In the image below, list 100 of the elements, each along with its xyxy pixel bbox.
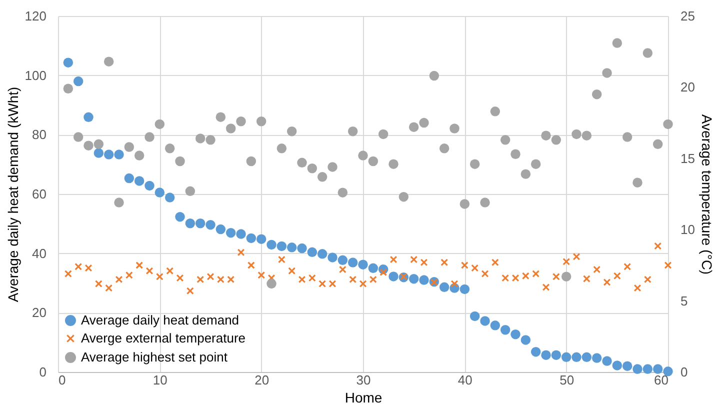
legend-label: Averge external temperature [81,330,246,346]
point [551,350,562,360]
point [612,360,622,370]
point [603,278,611,286]
point [582,352,592,362]
point [317,172,328,182]
x-tick-label: 40 [458,372,472,388]
y-tick-label: 120 [24,8,46,24]
point [94,139,104,150]
point [297,243,307,254]
legend-label: Average daily heat demand [81,312,240,328]
point [408,122,419,132]
point [541,350,551,360]
point [308,274,316,282]
point [286,126,297,136]
x-axis-title: Home [344,390,382,406]
point [196,276,204,284]
point [440,258,448,266]
point [73,76,84,86]
point [520,169,531,179]
point [663,366,673,376]
point [522,272,530,280]
point [654,242,662,250]
point [216,276,224,284]
point [593,266,601,274]
point [612,38,622,48]
point [348,126,358,136]
y-tick-label: 60 [32,186,46,202]
point [410,256,418,264]
point [572,129,582,140]
y2-tick-label: 15 [680,150,695,166]
point [561,272,572,282]
point [164,192,175,202]
point [358,150,368,160]
x-tick-label: 10 [152,372,168,388]
point [236,229,246,239]
point [246,233,256,244]
point [490,106,500,116]
point [542,284,550,291]
point [134,150,144,160]
point [206,272,214,280]
point [624,262,632,270]
point [502,274,510,282]
y-tick-label: 100 [24,68,46,83]
point [480,198,490,208]
point [622,132,632,142]
point [144,180,154,191]
point [74,262,82,270]
point [460,199,470,209]
point [491,258,499,266]
y-tick-label: 80 [32,127,46,142]
x-tick-label: 20 [254,372,270,388]
point [470,311,480,322]
point [104,56,114,66]
y2-tick-label: 20 [680,80,695,95]
point [154,188,165,198]
point [64,270,72,278]
point [105,284,113,292]
point [380,268,388,276]
point [388,159,398,169]
point [318,280,326,288]
point [278,256,286,264]
point [592,89,602,100]
point [642,364,653,374]
point [227,276,235,284]
point [664,261,672,269]
y2-tick-label: 25 [680,8,695,24]
point [328,162,338,172]
y2-tick-label: 5 [680,293,688,308]
point [471,264,479,272]
point [368,263,378,274]
point [613,272,621,280]
point [164,144,175,154]
point [510,329,520,340]
point [84,112,94,122]
point [94,148,104,158]
point [644,276,652,284]
point [73,132,84,142]
point [266,278,276,289]
point [512,274,520,282]
point [247,261,255,269]
point [286,242,297,252]
point [561,352,572,362]
point [429,70,440,81]
x-tick-label: 50 [560,372,574,388]
point [634,284,642,292]
point [258,271,266,279]
point [328,252,338,262]
point [125,271,133,279]
point [368,156,378,166]
point [582,130,592,140]
point [552,272,560,280]
point [266,240,276,250]
point [592,353,602,363]
point [450,280,458,288]
point [317,249,328,259]
point [632,364,642,374]
point [114,150,124,160]
point [663,119,673,130]
point [408,274,419,284]
